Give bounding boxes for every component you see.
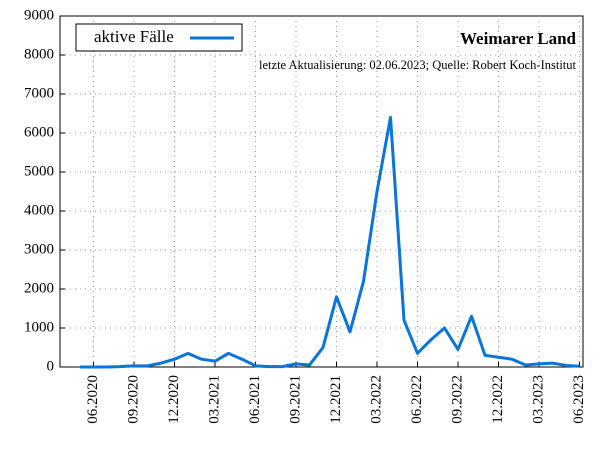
y-tick-label: 3000 xyxy=(24,241,54,257)
x-tick-label: 03.2021 xyxy=(206,375,222,424)
y-tick-label: 2000 xyxy=(24,280,54,296)
legend-label: aktive Fälle xyxy=(94,27,174,46)
x-tick-label: 06.2022 xyxy=(409,375,425,424)
x-tick-label: 06.2021 xyxy=(247,375,263,424)
y-tick-label: 1000 xyxy=(24,319,54,335)
chart-subtitle: letzte Aktualisierung: 02.06.2023; Quell… xyxy=(259,58,576,72)
y-tick-label: 7000 xyxy=(24,85,54,101)
x-tick-label: 09.2020 xyxy=(125,375,141,424)
x-tick-label: 06.2020 xyxy=(85,375,101,424)
data-line xyxy=(80,115,580,369)
x-tick-label: 06.2023 xyxy=(571,375,587,424)
x-tick-label: 03.2022 xyxy=(368,375,384,424)
x-tick-label: 03.2023 xyxy=(530,375,546,424)
legend: aktive Fälle xyxy=(75,23,243,52)
x-tick-label: 12.2021 xyxy=(328,375,344,424)
y-tick-label: 6000 xyxy=(24,124,54,140)
chart-title: Weimarer Land xyxy=(460,29,577,48)
plot-frame xyxy=(59,15,584,368)
y-tick-label: 4000 xyxy=(24,202,54,218)
x-tick-label: 12.2022 xyxy=(490,375,506,424)
y-tick-label: 0 xyxy=(47,358,55,374)
y-tick-label: 8000 xyxy=(24,46,54,62)
x-tick-label: 12.2020 xyxy=(166,375,182,424)
x-tick-label: 09.2022 xyxy=(449,375,465,424)
y-tick-label: 5000 xyxy=(24,163,54,179)
x-tick-label: 09.2021 xyxy=(287,375,303,424)
y-tick-label: 9000 xyxy=(24,7,54,23)
